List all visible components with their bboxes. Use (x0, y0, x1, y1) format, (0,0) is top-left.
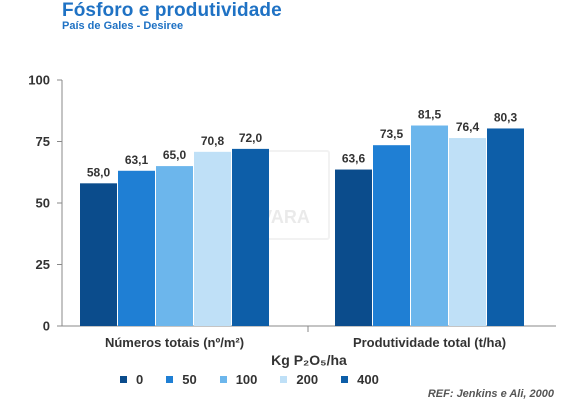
x-category-label: Números totais (nº/m²) (105, 335, 244, 350)
legend-item: 100 (219, 372, 258, 387)
legend-title: Kg P₂O₅/ha (271, 352, 347, 368)
y-tick-label: 75 (36, 134, 50, 149)
legend-label: 200 (296, 372, 319, 387)
bar-data-label: 70,8 (201, 134, 225, 148)
legend-item: 200 (280, 372, 318, 387)
bar-100-cat0 (156, 166, 193, 326)
legend-swatch (219, 376, 227, 383)
legend-label: 400 (357, 372, 379, 387)
y-tick-label: 25 (36, 257, 50, 272)
bar-data-label: 58,0 (87, 165, 111, 179)
legend-label: 50 (182, 372, 197, 387)
chart-subtitle: País de Gales - Desiree (62, 20, 184, 32)
chart-legend: 0 50 100 200 400 (120, 372, 402, 387)
bar-100-cat1 (411, 125, 448, 326)
x-category-label: Produtividade total (t/ha) (353, 335, 506, 350)
bar-data-label: 72,0 (239, 131, 263, 145)
chart-title: Fósforo e produtividade (62, 0, 282, 21)
bar-data-label: 73,5 (380, 127, 404, 141)
legend-item: 0 (120, 372, 143, 387)
legend-swatch (166, 376, 174, 383)
legend-label: 100 (235, 372, 258, 387)
bar-50-cat0 (118, 170, 155, 326)
bar-400-cat1 (487, 128, 524, 326)
bar-data-label: 80,3 (494, 110, 518, 124)
reference-note: REF: Jenkins e Ali, 2000 (427, 388, 554, 400)
y-tick-label: 50 (36, 196, 50, 211)
bar-data-label: 63,6 (342, 152, 366, 166)
y-tick-label: 100 (28, 73, 50, 88)
bar-0-cat0 (80, 183, 117, 326)
y-tick-label: 0 (43, 319, 50, 334)
legend-swatch (120, 376, 127, 383)
legend-swatch (280, 376, 288, 383)
legend-swatch (341, 376, 349, 383)
bar-400-cat0 (232, 148, 269, 326)
bar-data-label: 65,0 (163, 148, 187, 162)
bar-0-cat1 (335, 169, 372, 326)
bar-data-label: 76,4 (456, 120, 480, 134)
legend-item: 50 (166, 372, 197, 387)
bar-data-label: 63,1 (125, 153, 149, 167)
legend-label: 0 (136, 372, 144, 387)
bar-200-cat0 (194, 151, 231, 326)
bar-50-cat1 (373, 145, 410, 326)
bar-data-label: 81,5 (418, 108, 442, 122)
watermark-text: VARA (260, 207, 310, 227)
legend-item: 400 (341, 372, 379, 387)
bar-200-cat1 (449, 138, 486, 326)
